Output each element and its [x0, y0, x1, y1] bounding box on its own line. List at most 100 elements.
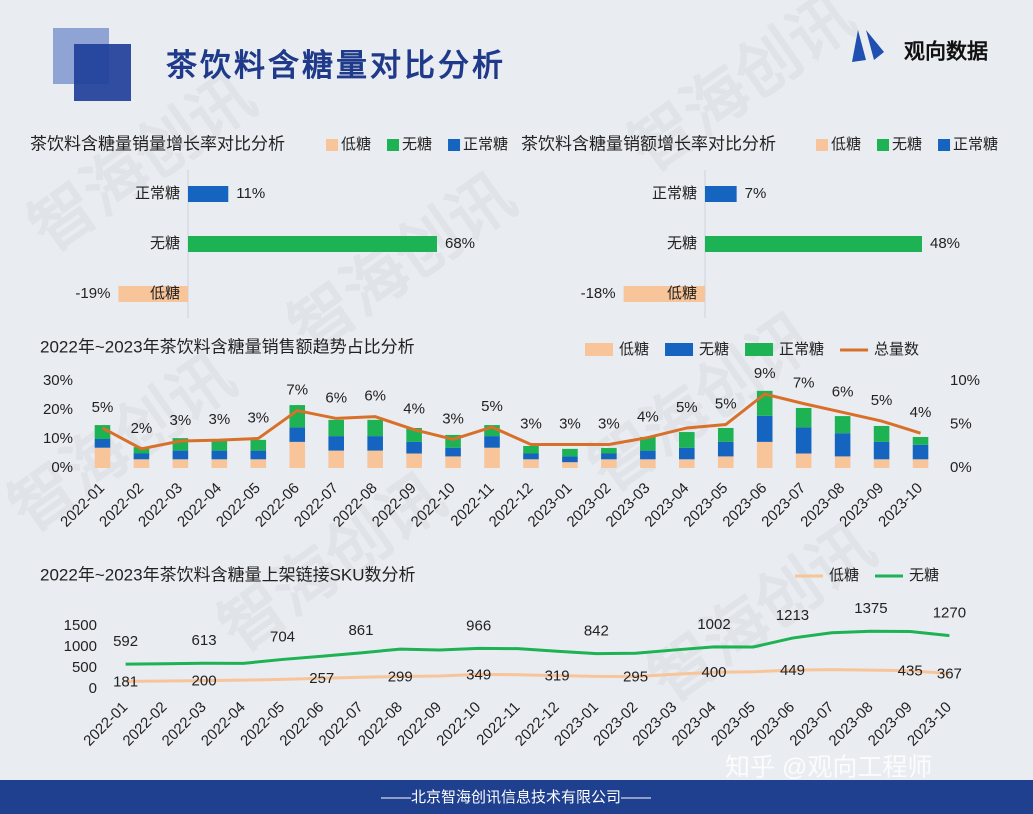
- footer: ——北京智海创讯信息技术有限公司——: [381, 788, 651, 806]
- bar: [250, 450, 267, 460]
- line: [101, 392, 921, 451]
- value-label: 2%: [131, 420, 153, 437]
- value-label: 842: [584, 623, 609, 640]
- legend-swatch: [665, 343, 694, 356]
- bar: [795, 453, 812, 468]
- value-label: 6%: [364, 388, 386, 405]
- bar: [289, 441, 306, 468]
- legend-swatch: [387, 139, 400, 151]
- bar: [133, 453, 150, 460]
- value-label: 1213: [776, 607, 809, 624]
- bar: [484, 425, 500, 437]
- y-tick-label: 0: [89, 680, 97, 697]
- bar: [523, 445, 539, 454]
- bar: [406, 441, 422, 454]
- bar: [562, 448, 578, 457]
- chart-title: 茶饮料含糖量销量增长率对比分析: [30, 134, 285, 153]
- y-tick-label: 0%: [51, 459, 73, 476]
- legend-label: 无糖: [892, 136, 922, 153]
- bar: [601, 459, 617, 468]
- value-label: 48%: [930, 235, 960, 252]
- bar: [211, 459, 228, 468]
- y-tick-label: 1500: [64, 617, 97, 634]
- footer-bar: [0, 780, 1033, 814]
- legend-label: 无糖: [699, 341, 729, 358]
- value-label: 295: [623, 669, 648, 686]
- bar: [211, 450, 228, 460]
- bar: [172, 459, 189, 468]
- legend-swatch: [816, 139, 828, 151]
- y2-tick-label: 5%: [950, 415, 972, 432]
- y2-tick-label: 10%: [950, 372, 980, 389]
- value-label: 7%: [286, 382, 308, 399]
- bar: [562, 462, 578, 468]
- logo-icon: [852, 30, 884, 62]
- value-label: 3%: [208, 411, 230, 428]
- y-tick-label: 500: [72, 659, 97, 676]
- value-label: 5%: [481, 398, 503, 415]
- legend-swatch: [745, 343, 774, 356]
- bar: [445, 456, 461, 468]
- category-label: 无糖: [667, 235, 697, 252]
- bar: [367, 436, 383, 451]
- value-label: 3%: [247, 409, 269, 426]
- bar: [94, 439, 111, 448]
- line: [125, 629, 950, 666]
- value-label: 5%: [715, 395, 737, 412]
- value-label: 7%: [793, 375, 815, 392]
- bar: [601, 447, 617, 454]
- y-tick-label: 20%: [43, 401, 73, 418]
- value-label: 3%: [598, 415, 620, 432]
- value-label: -19%: [75, 285, 110, 302]
- bar: [133, 459, 150, 468]
- legend-swatch: [877, 139, 890, 151]
- value-label: 3%: [559, 415, 581, 432]
- chart-title: 茶饮料含糖量销额增长率对比分析: [521, 134, 776, 153]
- bar: [445, 447, 461, 457]
- bar: [250, 439, 267, 451]
- bar: [250, 459, 267, 468]
- bar: [873, 459, 890, 468]
- chart-title: 2022年~2023年茶饮料含糖量上架链接SKU数分析: [40, 565, 416, 584]
- value-label: 200: [192, 673, 217, 690]
- value-label: 1375: [854, 600, 887, 617]
- line: [125, 668, 950, 683]
- bar: [484, 436, 500, 448]
- legend-label: 正常糖: [953, 136, 998, 153]
- category-label: 低糖: [667, 285, 697, 302]
- bar: [717, 456, 734, 468]
- value-label: 4%: [910, 404, 932, 421]
- legend-label: 无糖: [909, 567, 939, 584]
- value-label: 5%: [92, 399, 114, 416]
- legend-swatch: [585, 343, 613, 356]
- value-label: 11%: [236, 185, 265, 202]
- value-label: -18%: [581, 285, 616, 302]
- bar: [562, 456, 578, 463]
- legend-label: 正常糖: [463, 136, 508, 153]
- value-label: 1270: [933, 605, 966, 622]
- bar: [834, 433, 851, 457]
- page-title: 茶饮料含糖量对比分析: [166, 48, 506, 83]
- legend-label: 低糖: [829, 567, 859, 584]
- value-label: 5%: [676, 399, 698, 416]
- bar: [328, 436, 344, 451]
- value-label: 3%: [520, 415, 542, 432]
- value-label: 3%: [442, 410, 464, 427]
- y-tick-label: 10%: [43, 430, 73, 447]
- value-label: 4%: [403, 401, 425, 418]
- value-label: 181: [113, 673, 138, 690]
- bar: [406, 453, 422, 468]
- value-label: 9%: [754, 365, 776, 382]
- value-label: 299: [388, 668, 413, 685]
- bar: [328, 419, 344, 437]
- value-label: 592: [113, 633, 138, 650]
- bar: [679, 447, 695, 460]
- legend-label: 低糖: [341, 136, 371, 153]
- value-label: 449: [780, 662, 805, 679]
- value-label: 435: [898, 663, 923, 680]
- value-label: 400: [702, 664, 727, 681]
- bar: [834, 416, 851, 434]
- bar: [912, 444, 929, 460]
- value-label: 966: [466, 617, 491, 634]
